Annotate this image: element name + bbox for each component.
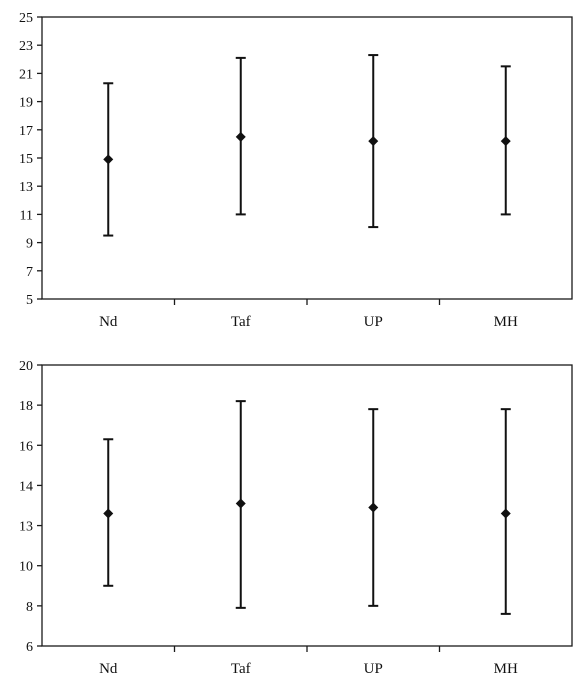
- y-tick-label: 7: [26, 265, 33, 280]
- y-tick-label: 13: [19, 180, 33, 195]
- plot-frame: [41, 16, 573, 300]
- y-tick-label: 11: [20, 208, 33, 223]
- mean-marker: [368, 502, 379, 513]
- y-tick-label: 20: [19, 359, 33, 374]
- y-tick-label: 5: [26, 293, 33, 308]
- x-category-label: Nd: [99, 314, 118, 330]
- mean-marker: [500, 136, 511, 147]
- mean-marker: [500, 508, 511, 519]
- x-category-label: Nd: [99, 661, 118, 675]
- y-tick-label: 6: [26, 640, 33, 655]
- y-tick-label: 9: [26, 237, 33, 252]
- y-tick-label: 19: [19, 96, 33, 111]
- mean-marker: [235, 498, 246, 509]
- x-category-label: UP: [364, 314, 383, 330]
- chart-panel-1: 5 7 9 11 13 15 17 19 21 23 25 Nd Taf UP MH: [19, 11, 573, 330]
- y-tick-label: 13: [19, 520, 33, 535]
- x-category-label: MH: [494, 661, 518, 675]
- y-tick-label: 8: [26, 600, 33, 615]
- mean-marker: [103, 508, 114, 519]
- x-category-label: Taf: [231, 661, 251, 675]
- x-category-label: MH: [494, 314, 518, 330]
- y-tick-label: 10: [19, 560, 33, 575]
- mean-marker: [103, 154, 114, 165]
- y-tick-label: 25: [19, 11, 33, 26]
- y-tick-label: 15: [19, 152, 33, 167]
- mean-marker: [368, 136, 379, 147]
- y-tick-label: 17: [19, 124, 33, 139]
- x-category-label: UP: [364, 661, 383, 675]
- mean-marker: [235, 131, 246, 142]
- x-category-label: Taf: [231, 314, 251, 330]
- y-tick-label: 18: [19, 399, 33, 414]
- chart-panel-2: 6 8 10 13 14 16 18 20 Nd Taf UP MH: [19, 359, 573, 675]
- y-tick-label: 23: [19, 39, 33, 54]
- plot-frame: [41, 364, 573, 647]
- y-tick-label: 14: [19, 479, 33, 494]
- y-tick-label: 16: [19, 439, 33, 454]
- y-tick-label: 21: [19, 67, 33, 82]
